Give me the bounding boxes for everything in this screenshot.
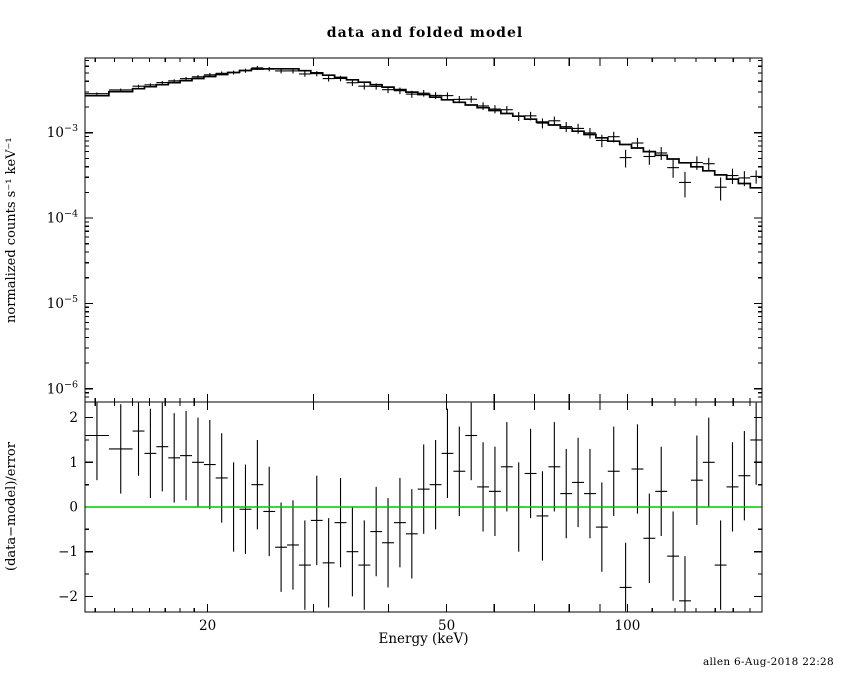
plot-title: data and folded model <box>326 25 524 41</box>
spectrum-data-points <box>85 65 762 201</box>
y-tick-label: 0 <box>69 500 78 516</box>
x-tick-label: 100 <box>615 618 641 634</box>
x-tick-label: 50 <box>438 618 455 634</box>
y-tick-label: 1 <box>69 455 78 471</box>
timestamp: allen 6-Aug-2018 22:28 <box>702 656 834 668</box>
x-tick-label: 20 <box>199 618 216 634</box>
y-tick-label: 10−4 <box>47 209 78 227</box>
y-tick-label: 10−5 <box>47 294 78 312</box>
spectrum-panel-frame <box>84 57 763 403</box>
model-histogram <box>85 67 762 189</box>
residual-panel-frame <box>84 401 763 613</box>
y-tick-label: −1 <box>58 544 78 560</box>
y-tick-label: 2 <box>69 410 78 426</box>
y-tick-label: −2 <box>58 589 78 605</box>
y-tick-label: 10−3 <box>47 123 78 141</box>
x-axis-label: Energy (keV) <box>378 631 469 647</box>
y-tick-label: 10−6 <box>47 379 78 397</box>
residual-data-points <box>85 402 762 612</box>
